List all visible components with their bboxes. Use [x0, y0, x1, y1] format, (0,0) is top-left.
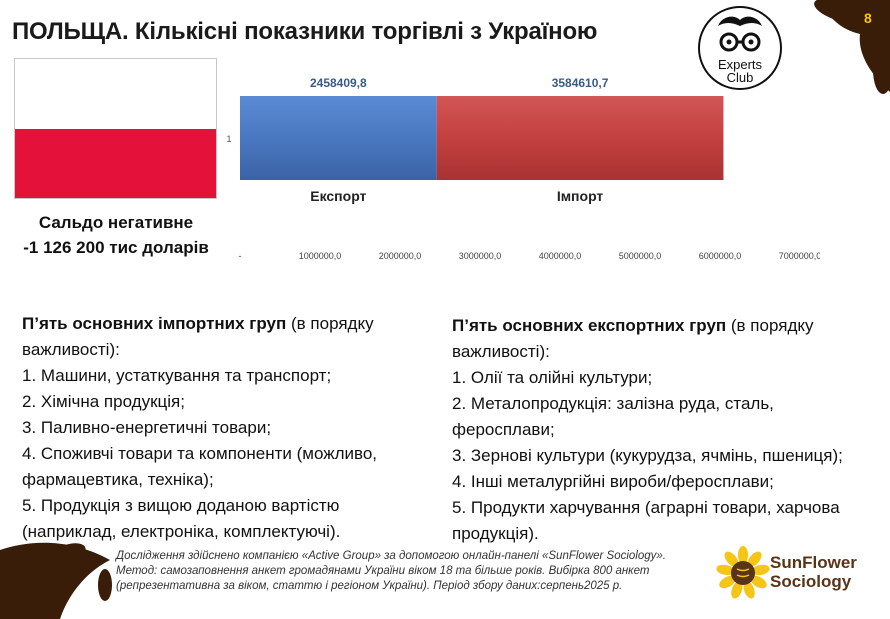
export-groups-heading-suffix: (в порядку важливості):: [452, 316, 814, 361]
x-tick-label: 2000000,0: [379, 251, 422, 261]
import-groups-heading-block: П’ять основних імпортних груп (в порядку…: [22, 311, 432, 363]
x-tick-label: 7000000,0: [779, 251, 820, 261]
list-item: 2. Металопродукція: залізна руда, сталь,: [452, 394, 774, 413]
import-groups: П’ять основних імпортних груп (в порядку…: [22, 311, 432, 545]
x-tick-label: 3000000,0: [459, 251, 502, 261]
list-item: 5. Продукція з вищою доданою вартістю: [22, 496, 340, 515]
page-title: ПОЛЬЩА. Кількісні показники торгівлі з У…: [12, 18, 598, 45]
export-groups-heading-block: П’ять основних експортних груп (в порядк…: [452, 313, 884, 365]
data-label: 3584610,7: [552, 76, 609, 90]
trade-bar-chart: 2458409,8 3584610,7 Експорт Імпорт - 100000…: [226, 76, 820, 261]
import-groups-heading-suffix: (в порядку важливості):: [22, 314, 374, 359]
list-item: 4. Інші металургійні вироби/феросплави;: [452, 472, 774, 491]
list-item: фармацевтика, техніка);: [22, 470, 214, 489]
x-tick-label: 1000000,0: [299, 251, 342, 261]
category-tick-label: 1: [226, 134, 231, 144]
x-tick-label: -: [239, 251, 242, 261]
page-number: 8: [864, 10, 872, 26]
corner-decoration-bottom: [0, 542, 112, 619]
list-item: 2. Хімічна продукція;: [22, 392, 185, 411]
survey-footnote: Дослідження здійснено компанією «Active …: [116, 550, 666, 592]
import-groups-heading: П’ять основних імпортних груп: [22, 314, 287, 333]
trade-balance-label: Сальдо негативне: [38, 213, 194, 232]
trade-balance-value: -1 126 200 тис доларів: [23, 238, 209, 257]
sunflower-icon: [716, 546, 770, 599]
series-label: Імпорт: [557, 188, 604, 204]
bar-export: [240, 96, 437, 180]
glasses-icon: [718, 16, 762, 52]
export-groups: П’ять основних експортних груп (в порядк…: [452, 313, 884, 547]
brand-line-2: Sociology: [770, 572, 852, 591]
poland-flag: [14, 58, 217, 199]
brand-line-1: SunFlower: [770, 553, 857, 572]
x-tick-label: 4000000,0: [539, 251, 582, 261]
flag-white-stripe: [15, 59, 216, 129]
list-item: 3. Паливно-енергетичні товари;: [22, 418, 272, 437]
list-item: 4. Споживчі товари та компоненти (можлив…: [22, 444, 378, 463]
experts-club-logo: Experts Club: [698, 6, 782, 90]
list-item: 3. Зернові культури (кукурудза, ячмінь, …: [452, 446, 843, 465]
list-item: 1. Машини, устаткування та транспорт;: [22, 366, 332, 385]
data-label: 2458409,8: [310, 76, 367, 90]
list-item: 1. Олії та олійні культури;: [452, 368, 653, 387]
list-item: (наприклад, електроніка, комплектуючі).: [22, 522, 341, 541]
corner-decoration: [814, 0, 890, 94]
x-tick-label: 6000000,0: [699, 251, 742, 261]
list-item: продукція).: [452, 524, 539, 543]
logo-line-2: Club: [726, 70, 754, 85]
flag-red-stripe: [15, 128, 216, 198]
logo-line-1: Experts: [717, 57, 763, 72]
list-item: 5. Продукти харчування (аграрні товари, …: [452, 498, 840, 517]
export-groups-heading: П’ять основних експортних груп: [452, 316, 727, 335]
bar-import: [436, 96, 724, 180]
trade-balance: Сальдо негативне -1 126 200 тис доларів: [6, 210, 226, 260]
x-tick-label: 5000000,0: [619, 251, 662, 261]
list-item: феросплави;: [452, 420, 555, 439]
sunflower-brand: SunFlower Sociology: [770, 553, 857, 591]
series-label: Експорт: [310, 188, 366, 204]
